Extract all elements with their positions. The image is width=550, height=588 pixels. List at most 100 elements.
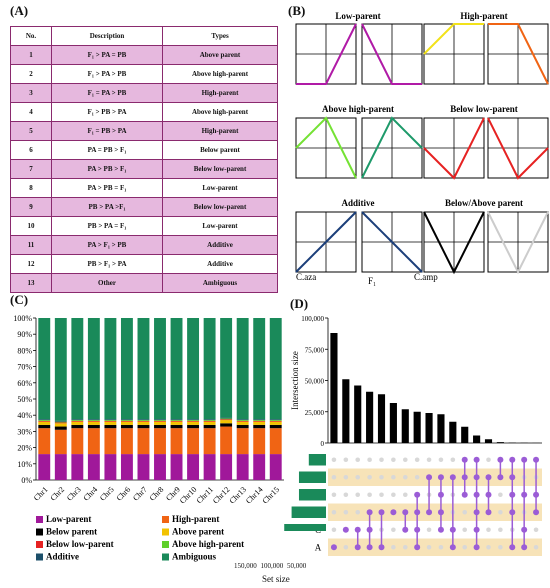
set-size-chart [284,454,326,531]
intersection-bar [484,439,493,443]
bar-segment [154,420,166,422]
membership-dot [343,474,349,480]
table-row: 7 PA > PB > F₁ Below low-parent [10,159,278,179]
bar-segment [253,420,266,421]
row-description: F₁ > PA > PB [51,64,163,84]
membership-dot [355,492,361,498]
bar-segment [187,420,200,421]
membership-dot [533,527,539,533]
row-type: High-parent [162,83,278,103]
bar-segment [137,420,150,421]
bar-segment [253,421,266,425]
pattern-grid [295,117,357,179]
bar-segment [220,454,233,480]
bar-segment [203,318,216,420]
bar-segment [170,424,183,429]
x-tick-label: Chr4 [82,485,100,503]
bar-segment [253,428,266,455]
y-tick-label: 100% [13,314,32,323]
membership-dot [462,544,468,550]
pattern-title: Below/Above parent [445,198,523,208]
membership-dot [367,492,372,498]
bar-segment [170,318,183,420]
set-size-bar [298,471,326,483]
legend-swatch [162,528,169,536]
bar-segment [71,318,84,420]
bar-segment [236,318,249,420]
bar-segment [236,428,249,455]
set-size-bar [308,454,326,466]
bar-segment [54,454,67,480]
table-row: 2 F₁ > PA > PB Above high-parent [10,64,278,84]
row-description: PA > F₁ > PB [51,235,163,255]
x-tick-label: Chr8 [148,485,166,503]
pattern-title: Above high-parent [322,104,394,114]
hybrid-types-table: No. Description Types 1 F₁ > PA = PB Above… [10,26,278,293]
bar-segment [236,419,249,421]
pattern-grid [487,23,549,85]
bar-segment [203,424,216,429]
legend-label: Below low-parent [46,539,114,549]
membership-dot [330,544,337,551]
pattern-line [423,211,485,275]
pattern-x-label: C.aza [296,272,316,282]
row-number: 9 [10,197,52,217]
membership-dot [355,457,361,463]
row-type: Above high-parent [162,102,278,122]
bar-segment [269,420,282,422]
y-tick-label: 0% [21,476,32,485]
membership-dot [391,457,396,463]
membership-dot [402,457,408,463]
intersection-bar [473,435,481,443]
intersection-bar [354,385,362,443]
bar-segment [87,420,100,422]
intersection-bar [330,333,338,443]
pattern-grid [423,211,485,273]
pattern-title: Low-parent [335,11,380,21]
bar-segment [71,424,84,429]
bar-segment [137,420,150,422]
membership-dot [486,457,491,463]
row-type: Low-parent [162,178,278,198]
x-tick-label: Chr1 [32,485,50,503]
membership-dot [391,544,396,550]
membership-dot [367,474,372,480]
bar-segment [220,426,233,455]
legend-label: High-parent [172,514,219,524]
bar-segment [154,419,166,421]
bar-segment [87,428,100,455]
membership-dot [331,474,337,480]
row-type: Below parent [162,140,278,160]
row-description: Other [51,273,163,293]
bar-segment [220,418,233,420]
membership-dot [331,509,337,515]
row-number: 8 [10,178,52,198]
bar-segment [54,422,67,424]
pattern-line [487,117,549,180]
membership-dot [367,457,372,463]
row-description: F₁ = PA > PB [51,83,163,103]
table-row: 5 F₁ = PB > PA High-parent [10,121,278,141]
bar-segment [187,420,200,422]
membership-dot [402,492,408,498]
row-type: Ambiguous [162,273,278,293]
bar-segment [170,420,183,421]
bar-segment [104,420,117,421]
expression-patterns: Low-parent High-parent Above high-parent Be… [295,11,549,286]
bar-segment [253,318,266,420]
pattern-line [487,211,549,275]
bar-segment [137,424,150,429]
bar-segment [154,428,166,455]
table-row: 3 F₁ = PA > PB High-parent [10,83,278,103]
legend-swatch [162,553,169,561]
x-tick-label: Chr3 [65,485,83,503]
row-description: PB > PA = F₁ [51,216,163,236]
set-size-bar [291,506,326,518]
row-number: 11 [10,235,52,255]
row-number: 2 [10,64,52,84]
bar-segment [236,420,249,421]
x-tick-label: Chr5 [98,485,116,503]
bar-segment [87,424,100,429]
intersection-bar [366,391,374,443]
pattern-line [423,23,484,55]
